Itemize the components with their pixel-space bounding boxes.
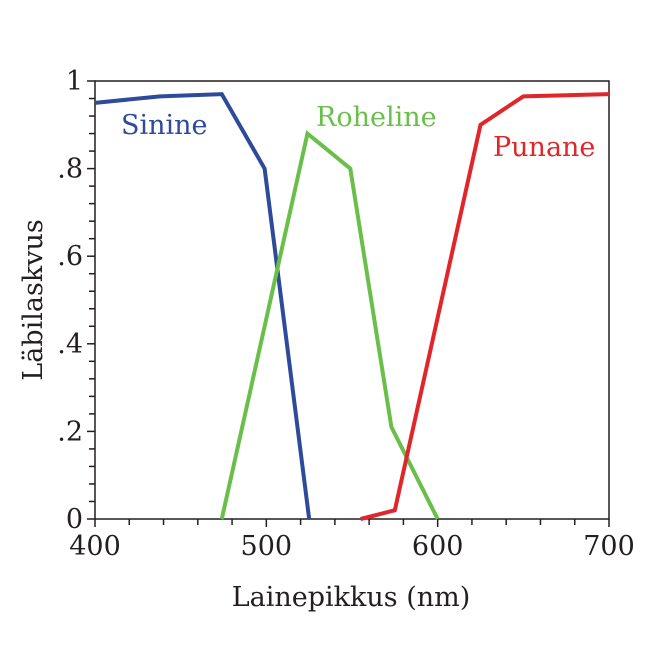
axes: 400 500 600 700 0 .2 .4 .6 .8 1 (57, 66, 635, 562)
series-label-sinine: Sinine (121, 110, 208, 141)
y-tick-label: .8 (57, 154, 83, 185)
x-tick-label: 600 (412, 531, 464, 562)
series-line-punane (360, 92, 610, 521)
x-tick-label: 500 (241, 531, 293, 562)
y-tick-label: 0 (66, 504, 83, 535)
series-line-sinine (94, 92, 312, 520)
x-tick-label: 400 (69, 531, 121, 562)
y-tick-label: .6 (57, 241, 83, 272)
y-tick-label: .4 (57, 329, 83, 360)
x-tick-label: 700 (583, 531, 635, 562)
series-label-roheline: Roheline (316, 102, 437, 133)
series-label-punane: Punane (493, 132, 595, 163)
plot-frame (94, 80, 610, 520)
y-tick-label: 1 (66, 66, 83, 97)
x-axis-label: Lainepikkus (nm) (232, 582, 471, 613)
y-axis-label: Läbilaskvus (18, 219, 49, 380)
y-tick-label: .2 (57, 416, 83, 447)
series-group (94, 92, 610, 521)
